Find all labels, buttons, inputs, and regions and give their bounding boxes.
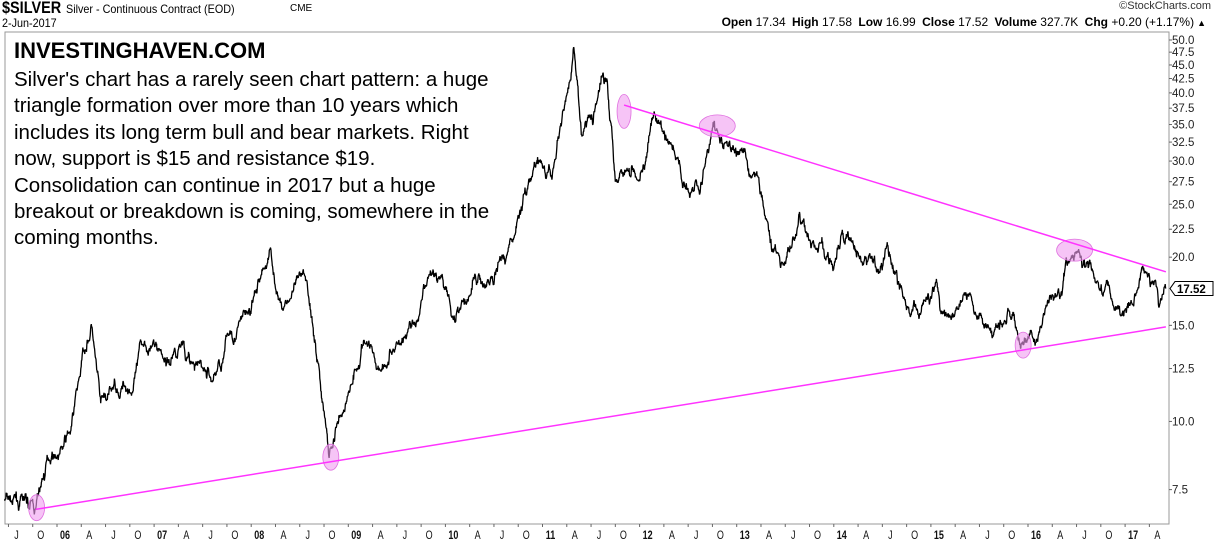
x-tick-label: A xyxy=(1154,529,1161,543)
x-tick-label: 14 xyxy=(837,529,847,543)
x-tick-label: A xyxy=(378,529,385,543)
x-tick-label: O xyxy=(620,529,627,543)
y-tick-label: 27.5 xyxy=(1172,177,1194,189)
chg-label: Chg xyxy=(1084,15,1108,29)
x-tick-label: O xyxy=(134,529,141,543)
x-tick-label: O xyxy=(231,529,238,543)
x-tick-label: A xyxy=(1057,529,1064,543)
x-tick-label: O xyxy=(37,529,44,543)
x-tick-label: 08 xyxy=(254,529,264,543)
x-tick-label: J xyxy=(306,529,310,543)
x-tick-label: A xyxy=(86,529,93,543)
x-tick-label: O xyxy=(1105,529,1112,543)
highlight-ellipse xyxy=(616,93,632,129)
x-tick-label: O xyxy=(814,529,821,543)
x-tick-label: O xyxy=(1008,529,1015,543)
high-value: 17.58 xyxy=(821,15,853,29)
x-tick-label: 11 xyxy=(546,529,556,543)
ohlc-readout: Open 17.34 High 17.58 Low 16.99 Close 17… xyxy=(722,15,1209,29)
x-tick-label: A xyxy=(766,529,773,543)
open-value: 17.34 xyxy=(755,15,786,29)
y-tick-label: 42.5 xyxy=(1172,74,1194,86)
x-tick-label: O xyxy=(329,529,336,543)
highlight-ellipse xyxy=(1056,238,1094,262)
open-label: Open xyxy=(721,15,753,29)
x-tick-label: 13 xyxy=(740,529,750,543)
y-tick-label: 10.0 xyxy=(1172,416,1194,428)
y-tick-label: 47.5 xyxy=(1172,47,1194,59)
y-tick-label: 20.0 xyxy=(1172,252,1194,264)
x-tick-label: A xyxy=(475,529,482,543)
y-tick-label: 7.5 xyxy=(1172,485,1188,497)
x-tick-label: J xyxy=(1082,529,1086,543)
y-tick-label: 30.0 xyxy=(1172,156,1194,168)
x-tick-label: J xyxy=(208,529,212,543)
volume-value: 327.7K xyxy=(1040,15,1079,29)
highlight-ellipse xyxy=(322,443,340,471)
x-tick-label: 10 xyxy=(448,529,458,543)
annotation-text: Silver's chart has a rarely seen chart p… xyxy=(14,68,490,250)
y-tick-label: 12.5 xyxy=(1172,364,1194,376)
exchange: CME xyxy=(290,3,313,14)
x-tick-label: J xyxy=(14,529,18,543)
x-tick-label: J xyxy=(403,529,407,543)
x-tick-label: 16 xyxy=(1031,529,1041,543)
price-line xyxy=(3,46,1167,515)
last-price-label: 17.52 xyxy=(1177,284,1206,296)
x-tick-label: O xyxy=(911,529,918,543)
symbol-description: Silver - Continuous Contract (EOD) xyxy=(66,2,235,16)
chart-date: 2-Jun-2017 xyxy=(2,16,57,30)
resistance-trendline xyxy=(623,104,1167,273)
x-tick-label: 15 xyxy=(934,529,944,543)
copyright: ©StockCharts.com xyxy=(1119,0,1211,12)
x-tick-label: O xyxy=(523,529,530,543)
volume-label: Volume xyxy=(994,15,1037,29)
x-tick-label: J xyxy=(500,529,504,543)
x-tick-label: O xyxy=(717,529,724,543)
x-tick-label: 07 xyxy=(157,529,167,543)
y-tick-label: 50.0 xyxy=(1172,35,1194,47)
x-tick-label: A xyxy=(183,529,190,543)
x-tick-label: 09 xyxy=(351,529,361,543)
y-tick-label: 37.5 xyxy=(1172,103,1194,115)
x-tick-label: J xyxy=(791,529,795,543)
symbol: $SILVER xyxy=(2,0,62,17)
annotation-box: INVESTINGHAVEN.COM Silver's chart has a … xyxy=(14,38,504,252)
y-tick-label: 40.0 xyxy=(1172,88,1194,100)
y-tick-label: 25.0 xyxy=(1172,199,1194,211)
x-tick-label: J xyxy=(888,529,892,543)
x-tick-label: J xyxy=(597,529,601,543)
y-tick-label: 45.0 xyxy=(1172,60,1194,72)
x-tick-label: 17 xyxy=(1128,529,1138,543)
x-tick-label: A xyxy=(669,529,676,543)
high-label: High xyxy=(791,15,819,29)
last-price-badge xyxy=(1169,281,1214,297)
plot-frame xyxy=(4,31,1170,525)
x-tick-label: A xyxy=(863,529,870,543)
x-tick-label: 06 xyxy=(60,529,70,543)
x-tick-label: A xyxy=(280,529,287,543)
y-tick-label: 15.0 xyxy=(1172,320,1194,332)
low-label: Low xyxy=(858,15,883,29)
close-value: 17.52 xyxy=(958,15,989,29)
x-tick-label: J xyxy=(111,529,115,543)
highlight-ellipse xyxy=(1014,331,1032,359)
close-label: Close xyxy=(922,15,955,29)
support-trendline xyxy=(35,326,1167,511)
y-tick-label: 22.5 xyxy=(1172,224,1194,236)
x-tick-label: J xyxy=(985,529,989,543)
x-tick-label: O xyxy=(426,529,433,543)
low-value: 16.99 xyxy=(885,15,916,29)
chg-value: +0.20 (+1.17%) xyxy=(1111,15,1195,29)
brand-title: INVESTINGHAVEN.COM xyxy=(14,38,266,63)
x-tick-label: A xyxy=(572,529,579,543)
x-tick-label: 12 xyxy=(643,529,653,543)
x-tick-label: A xyxy=(960,529,967,543)
x-tick-label: J xyxy=(694,529,698,543)
up-arrow-icon: ▲ xyxy=(1197,18,1206,28)
y-tick-label: 32.5 xyxy=(1172,137,1194,149)
y-tick-label: 35.0 xyxy=(1172,120,1194,132)
